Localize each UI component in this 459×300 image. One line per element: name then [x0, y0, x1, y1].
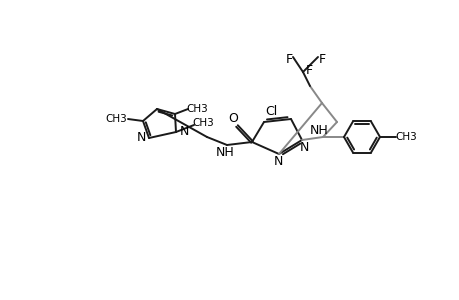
- Text: NH: NH: [309, 124, 328, 137]
- Text: N: N: [179, 124, 188, 137]
- Text: N: N: [136, 130, 146, 143]
- Text: O: O: [228, 112, 237, 124]
- Text: N: N: [299, 140, 308, 154]
- Text: CH3: CH3: [192, 118, 213, 128]
- Text: F: F: [305, 64, 312, 76]
- Text: NH: NH: [215, 146, 234, 158]
- Text: F: F: [285, 52, 292, 65]
- Text: F: F: [318, 52, 325, 65]
- Text: CH3: CH3: [105, 114, 127, 124]
- Text: CH3: CH3: [186, 104, 207, 114]
- Text: CH3: CH3: [394, 132, 416, 142]
- Text: Cl: Cl: [264, 104, 276, 118]
- Text: N: N: [273, 154, 282, 167]
